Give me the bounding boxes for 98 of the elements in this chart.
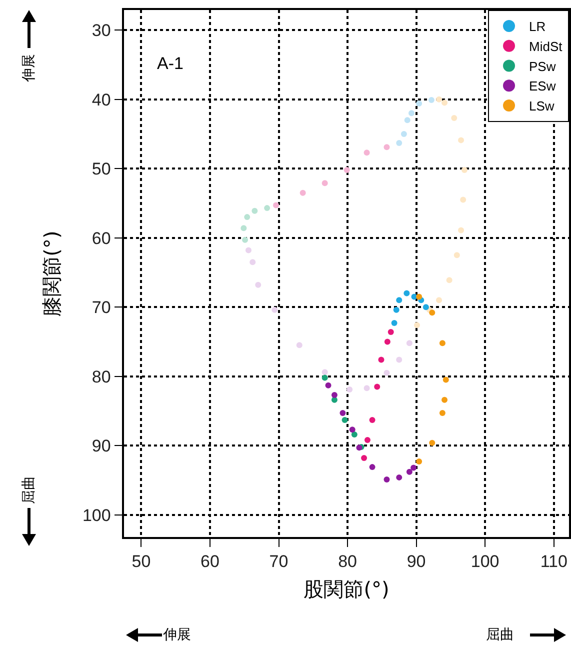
point: [442, 100, 448, 106]
point: [406, 340, 412, 346]
point: [322, 369, 328, 376]
point: [406, 468, 412, 475]
point: [396, 297, 402, 304]
point: [242, 236, 248, 243]
point: [410, 464, 417, 471]
point: [369, 464, 376, 470]
point: [342, 416, 348, 423]
point: [384, 370, 390, 376]
point: [331, 392, 338, 398]
point: [454, 252, 460, 258]
x-tick-label: 70: [269, 552, 288, 572]
x-tick-label: 80: [338, 552, 357, 572]
point: [384, 476, 390, 483]
point: [378, 356, 384, 363]
point: [400, 130, 407, 137]
point: [458, 227, 464, 234]
point: [344, 166, 350, 173]
point: [436, 96, 442, 102]
point: [240, 225, 247, 232]
point: [429, 440, 436, 446]
y-tick-label: 100: [82, 506, 111, 525]
point: [384, 144, 390, 150]
point: [364, 437, 370, 444]
point: [439, 340, 446, 346]
point: [442, 376, 449, 383]
point: [429, 310, 436, 316]
x-tick-label: 110: [540, 552, 568, 572]
point: [244, 214, 250, 220]
point: [384, 338, 390, 345]
point: [273, 202, 279, 208]
text: 伸展: [163, 626, 191, 644]
point: [404, 117, 410, 124]
point: [414, 322, 420, 328]
point: [404, 290, 410, 296]
point: [451, 115, 458, 122]
point: [300, 190, 306, 196]
x-tick-label: 60: [200, 552, 220, 572]
y-tick-label: 90: [92, 436, 111, 456]
text: 屈曲: [486, 626, 514, 644]
point: [272, 306, 278, 313]
point: [422, 304, 429, 310]
point: [416, 294, 422, 300]
point: [245, 247, 252, 254]
point: [264, 205, 270, 212]
point: [364, 150, 370, 156]
point: [340, 410, 346, 416]
legend-label: ESw: [529, 78, 556, 94]
point: [374, 384, 380, 390]
y-axis-title: 膝関節(°): [39, 230, 64, 316]
point: [346, 386, 353, 392]
point: [325, 382, 332, 388]
x-axis-title: 股関節(°): [304, 577, 390, 602]
point: [255, 282, 262, 288]
point: [322, 180, 328, 186]
point: [436, 297, 442, 304]
annotation: A-1: [157, 54, 184, 73]
point: [364, 385, 370, 392]
legend-label: LR: [529, 19, 546, 34]
point: [396, 140, 402, 146]
point: [393, 306, 400, 313]
point: [351, 432, 358, 438]
point: [396, 474, 402, 480]
point: [296, 342, 302, 348]
y-tick-label: 30: [92, 21, 111, 40]
point: [349, 426, 356, 433]
point: [416, 458, 422, 465]
text: 屈曲: [20, 476, 38, 504]
text: 伸展: [20, 54, 38, 82]
point: [252, 208, 258, 214]
point: [458, 137, 464, 144]
y-tick-label: 60: [92, 228, 111, 248]
point: [391, 320, 398, 326]
point: [442, 396, 448, 403]
point: [250, 259, 256, 266]
legend-label: LSw: [529, 98, 555, 114]
legend-label: MidSt: [529, 38, 563, 54]
point: [361, 455, 368, 462]
x-tick-label: 100: [470, 552, 500, 572]
point: [446, 277, 452, 284]
point: [461, 166, 468, 173]
y-tick-label: 80: [92, 367, 111, 386]
legend-label: PSw: [529, 58, 556, 74]
point: [322, 374, 328, 381]
point: [460, 196, 466, 203]
point: [388, 329, 394, 336]
point: [428, 97, 434, 104]
point: [416, 100, 422, 106]
y-tick-label: 50: [92, 160, 111, 179]
point: [369, 416, 376, 423]
y-tick-label: 40: [92, 90, 111, 110]
point: [396, 356, 402, 363]
point: [439, 410, 446, 416]
x-tick-label: 90: [406, 552, 426, 572]
x-tick-label: 50: [132, 552, 151, 572]
point: [408, 110, 414, 116]
y-tick-label: 70: [92, 298, 111, 318]
